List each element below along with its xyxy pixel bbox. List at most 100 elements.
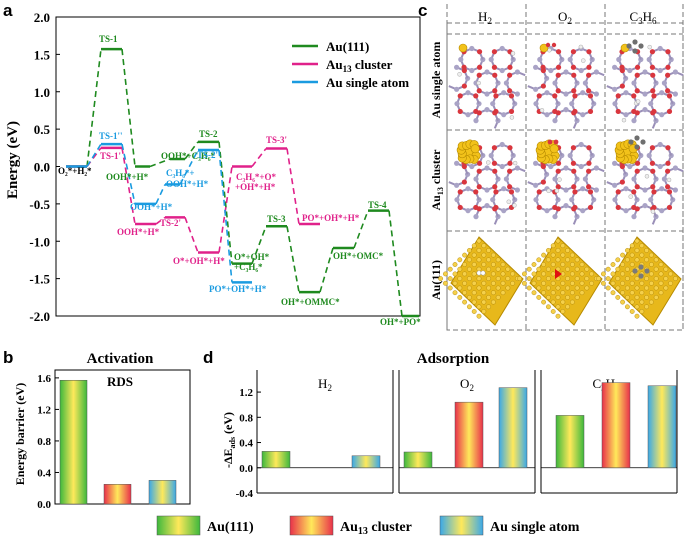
label-ooh-h-pink: OOH*+H* (117, 227, 160, 237)
au-atom (560, 290, 566, 296)
au-atom (457, 285, 463, 291)
au-atom (663, 285, 669, 291)
y-tick-label: 0.4 (37, 467, 51, 479)
au-single-atom (458, 43, 468, 53)
atom (465, 112, 471, 118)
atom (491, 160, 498, 166)
au-atom (649, 262, 654, 267)
h-atom (581, 58, 586, 63)
bar-ausa-c3h6 (647, 385, 677, 469)
y-tick-label: 1.0 (34, 85, 50, 100)
atom (491, 64, 498, 70)
au-atom (531, 262, 537, 267)
au-atom (462, 280, 467, 286)
au111-slab (596, 236, 682, 326)
au-atom (505, 266, 511, 272)
au111-slab (438, 236, 524, 326)
au-atom (574, 266, 580, 272)
au-atom (495, 294, 501, 300)
label-oh-omc: OH*+OMC* (333, 251, 384, 261)
atom (454, 64, 460, 70)
atom (476, 206, 482, 212)
au13-connector (286, 148, 300, 225)
c3h6-carbon (638, 273, 644, 279)
col-o2: O2 (558, 9, 572, 26)
atom (582, 80, 589, 86)
au-atom (522, 271, 527, 277)
col-h2: H2 (478, 9, 492, 26)
au-atom (579, 280, 585, 286)
atom (563, 91, 569, 97)
atom (593, 91, 600, 97)
au-atom (610, 271, 616, 277)
atom (492, 168, 498, 174)
atom (666, 189, 673, 195)
au-atom (620, 262, 625, 267)
ausa-connector (121, 143, 136, 205)
au-atom (625, 276, 630, 281)
atom (533, 101, 539, 107)
au-atom (476, 247, 482, 253)
atom (563, 165, 569, 171)
au-atom (462, 290, 467, 296)
au-atom (471, 309, 477, 314)
h-atom (457, 72, 462, 77)
atom (507, 64, 513, 70)
au-atom (541, 280, 546, 286)
au-atom (560, 299, 566, 305)
atom (661, 176, 668, 182)
au-atom (526, 285, 532, 291)
atom (484, 203, 490, 209)
atom (508, 93, 515, 99)
au13-connector (218, 166, 233, 253)
h-atom (554, 188, 560, 194)
au111-slab (517, 236, 603, 326)
atom (533, 197, 539, 203)
h-atom (644, 174, 650, 179)
au-atom (555, 294, 561, 300)
au-atom (510, 271, 515, 277)
y-tick-label: 0.5 (34, 122, 51, 137)
au-atom (490, 299, 496, 305)
atom (548, 67, 554, 74)
atom (634, 64, 641, 70)
atom (631, 118, 637, 124)
atom (631, 93, 637, 99)
atom (657, 67, 663, 74)
o2-adsorbate (553, 139, 559, 145)
au-atom (601, 280, 606, 286)
atom (627, 67, 633, 74)
au-atom (486, 285, 491, 291)
au-atom (546, 257, 551, 263)
au-atom (653, 294, 659, 300)
au-atom (579, 271, 585, 277)
atom (484, 187, 490, 193)
atom (454, 182, 460, 188)
atom (499, 163, 505, 170)
y-tick-label: 0.0 (37, 499, 51, 511)
o2-adsorbate (545, 42, 551, 48)
au-atom (649, 271, 654, 277)
au-atom (649, 280, 654, 286)
au-atom (546, 276, 551, 281)
atom (665, 88, 671, 94)
au111-connector (218, 141, 233, 264)
au-atom (570, 262, 575, 267)
atom (499, 67, 505, 74)
atom (571, 88, 577, 94)
bar-au111-h2 (261, 451, 291, 469)
atom (623, 112, 629, 118)
atom (514, 91, 521, 97)
label-ts2: TS-2 (199, 129, 218, 139)
atom (623, 186, 629, 192)
au-atom (486, 257, 491, 263)
au-atom (570, 290, 575, 296)
atom (593, 187, 600, 193)
h-atom (512, 203, 517, 208)
atom (563, 69, 569, 75)
h-atom (557, 177, 562, 182)
atom (586, 64, 592, 70)
au-atom (546, 304, 551, 310)
atom (476, 168, 482, 174)
atom (501, 186, 507, 192)
